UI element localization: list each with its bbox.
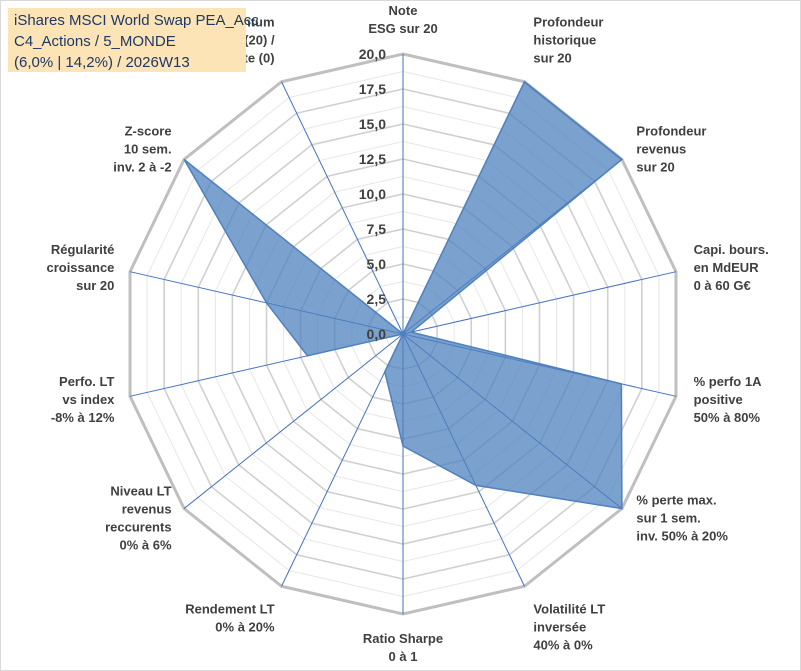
axis-label-line: sur 20 (636, 159, 674, 174)
axis-spoke (281, 333, 404, 587)
axis-label-line: revenus (122, 502, 172, 517)
axis-label-line: Profondeur (533, 14, 603, 29)
axis-label: Profondeur revenus sur 20 (636, 123, 706, 174)
axis-label-line: croissance (46, 260, 114, 275)
axis-label-line: % perte max. (636, 493, 716, 508)
axis-label: Niveau LT revenus reccurents 0% à 6% (105, 484, 172, 553)
axis-label: Ratio Sharpe 0 à 1 (363, 631, 443, 664)
axis-label: % perfo 1A positive 50% à 80% (694, 374, 763, 425)
axis-label-line: historique (533, 32, 596, 47)
axis-label-line: 0 à 60 G€ (694, 278, 751, 293)
axis-label-line: 0% à 6% (120, 538, 172, 553)
axis-label-line: en MdEUR (694, 260, 760, 275)
axis-label-line: 0 à 1 (389, 649, 418, 664)
title-line-2: C4_Actions / 5_MONDE (14, 33, 176, 50)
axis-label-line: Niveau LT (110, 484, 171, 499)
axis-label-line: Régularité (51, 242, 115, 257)
axis-label-line: sur 1 sem. (636, 511, 700, 526)
r-tick-label: 12,5 (359, 151, 386, 167)
axis-label: Profondeur historique sur 20 (533, 14, 603, 65)
axis-label-line: inversée (533, 620, 586, 635)
r-tick-label: 7,5 (367, 221, 387, 237)
axis-label-line: vs index (62, 392, 115, 407)
axis-label-line: inv. 50% à 20% (636, 529, 728, 544)
axis-label: Régularité croissance sur 20 (46, 242, 114, 293)
axis-label-line: -8% à 12% (51, 410, 115, 425)
axis-label-line: Rendement LT (185, 602, 274, 617)
r-tick-label: 2,5 (367, 291, 387, 307)
r-tick-label: 10,0 (359, 186, 386, 202)
axis-label-line: inv. 2 à -2 (113, 159, 171, 174)
axis-label-line: reccurents (105, 520, 171, 535)
axis-label-line: 10 sem. (124, 141, 172, 156)
axis-spoke (402, 271, 677, 335)
r-tick-label: 20,0 (359, 46, 386, 62)
title-line-1: iShares MSCI World Swap PEA_Acc (14, 12, 259, 29)
axis-spoke (281, 81, 404, 335)
axis-label-line: 40% à 0% (533, 638, 593, 653)
axis-label-line: revenus (636, 141, 686, 156)
axis-label: Perfo. LT vs index -8% à 12% (51, 374, 115, 425)
axis-label-line: 50% à 80% (694, 410, 761, 425)
axis-label-line: Profondeur (636, 123, 706, 138)
r-tick-label: 15,0 (359, 116, 386, 132)
axis-label: Rendement LT 0% à 20% (185, 602, 275, 635)
data-series-area (183, 80, 624, 510)
title-box: iShares MSCI World Swap PEA_Acc C4_Actio… (8, 8, 259, 72)
axis-label-line: Ratio Sharpe (363, 631, 443, 646)
axis-label-line: % perfo 1A (694, 374, 763, 389)
axis-label-line: sur 20 (533, 50, 571, 65)
r-tick-label: 0,0 (367, 326, 387, 342)
r-tick-label: 17,5 (359, 81, 386, 97)
axis-label-line: ESG sur 20 (368, 21, 437, 36)
axis-label: Note ESG sur 20 (368, 3, 437, 36)
axis-label-line: sur 20 (76, 278, 114, 293)
axis-label: Z-score 10 sem. inv. 2 à -2 (113, 123, 171, 174)
axis-spoke (183, 333, 404, 509)
title-line-3: (6,0% | 14,2%) / 2026W13 (14, 54, 190, 71)
axis-label: Capi. bours. en MdEUR 0 à 60 G€ (694, 242, 769, 293)
r-tick-label: 5,0 (367, 256, 387, 272)
axis-label-line: 0% à 20% (215, 620, 275, 635)
axis-label: % perte max. sur 1 sem. inv. 50% à 20% (636, 493, 728, 544)
axis-label-line: positive (694, 392, 743, 407)
axis-label-line: Perfo. LT (59, 374, 114, 389)
axis-label-line: Note (389, 3, 418, 18)
axis-label: Volatilité LT inversée 40% à 0% (533, 602, 605, 653)
axis-label-line: Volatilité LT (533, 602, 605, 617)
axis-label-line: Z-score (125, 123, 172, 138)
axis-label-line: Capi. bours. (694, 242, 769, 257)
